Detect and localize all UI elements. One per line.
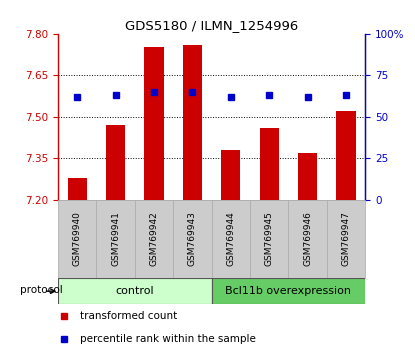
Text: percentile rank within the sample: percentile rank within the sample — [80, 334, 256, 344]
Bar — [144, 47, 164, 200]
Bar — [183, 45, 202, 200]
Title: GDS5180 / ILMN_1254996: GDS5180 / ILMN_1254996 — [125, 19, 298, 33]
Bar — [212, 278, 365, 304]
Bar — [58, 278, 212, 304]
Text: GSM769946: GSM769946 — [303, 211, 312, 267]
Bar — [260, 128, 279, 200]
Bar — [58, 200, 96, 278]
Bar — [96, 200, 135, 278]
Text: control: control — [115, 286, 154, 296]
Text: GSM769942: GSM769942 — [149, 212, 159, 266]
Text: GSM769947: GSM769947 — [342, 211, 351, 267]
Text: GSM769944: GSM769944 — [226, 212, 235, 266]
Text: GSM769940: GSM769940 — [73, 211, 82, 267]
Bar — [337, 111, 356, 200]
Text: protocol: protocol — [20, 285, 63, 295]
Text: GSM769945: GSM769945 — [265, 211, 274, 267]
Text: GSM769943: GSM769943 — [188, 211, 197, 267]
Bar — [250, 200, 288, 278]
Text: transformed count: transformed count — [80, 311, 177, 321]
Bar — [106, 125, 125, 200]
Bar — [327, 200, 365, 278]
Bar — [173, 200, 212, 278]
Text: Bcl11b overexpression: Bcl11b overexpression — [225, 286, 352, 296]
Bar — [68, 178, 87, 200]
Bar — [288, 200, 327, 278]
Bar — [221, 150, 240, 200]
Bar — [298, 153, 317, 200]
Bar — [212, 200, 250, 278]
Bar — [135, 200, 173, 278]
Text: GSM769941: GSM769941 — [111, 211, 120, 267]
